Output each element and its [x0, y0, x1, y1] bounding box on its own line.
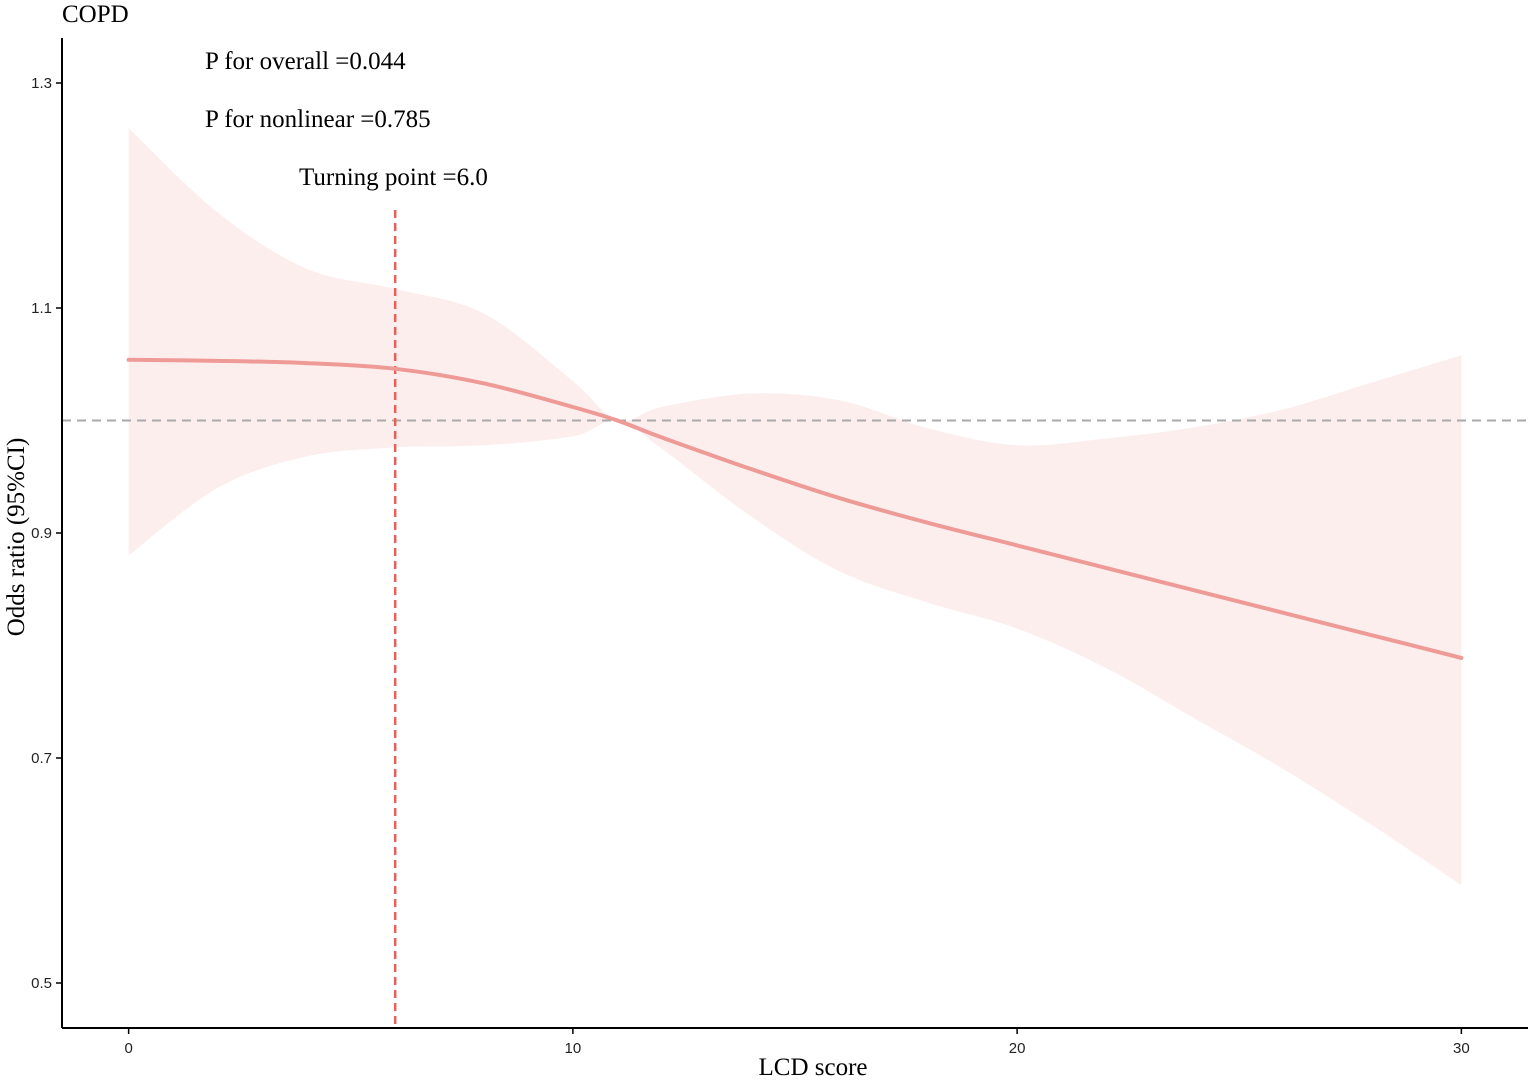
x-tick-label: 20 — [1009, 1040, 1026, 1057]
odds-ratio-line — [126, 357, 1464, 660]
turning-point-annotation: Turning point =6.0 — [299, 164, 488, 191]
confidence-band — [128, 128, 1462, 886]
y-tick-label: 1.1 — [31, 300, 52, 317]
y-axis-title: Odds ratio (95%CI) — [3, 438, 30, 637]
x-tick-label: 30 — [1453, 1040, 1470, 1057]
y-tick-label: 1.3 — [31, 75, 52, 92]
y-tick-label: 0.5 — [31, 975, 52, 992]
x-tick-label: 10 — [565, 1040, 582, 1057]
x-ticks: 0 10 20 30 — [124, 1028, 1470, 1057]
y-ticks: 0.5 0.7 0.9 1.1 1.3 — [31, 75, 62, 992]
x-axis-title: LCD score — [759, 1054, 868, 1081]
p-nonlinear-annotation: P for nonlinear =0.785 — [205, 106, 431, 133]
y-tick-label: 0.7 — [31, 750, 52, 767]
p-overall-annotation: P for overall =0.044 — [205, 48, 406, 75]
y-tick-label: 0.9 — [31, 525, 52, 542]
plot-area — [62, 128, 1528, 1028]
panel-label: COPD — [62, 1, 129, 28]
x-tick-label: 0 — [124, 1040, 132, 1057]
